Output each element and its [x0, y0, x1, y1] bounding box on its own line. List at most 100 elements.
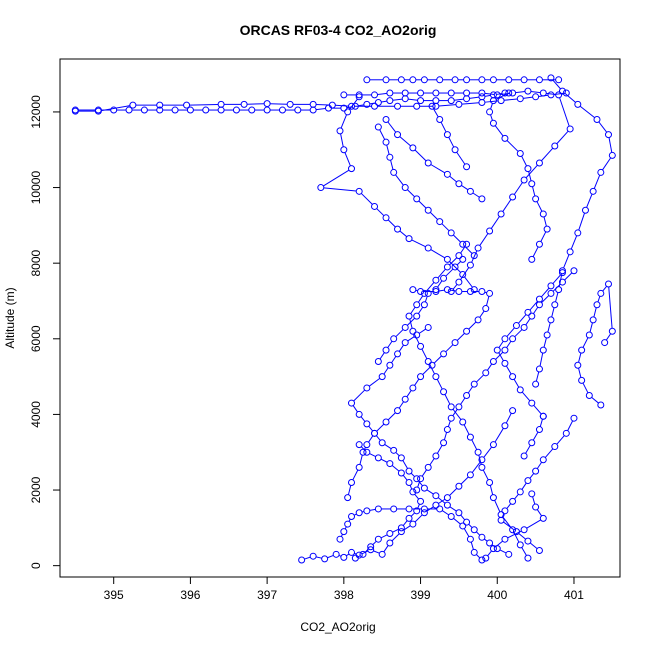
series-segment	[421, 469, 427, 477]
data-point	[608, 327, 616, 335]
data-point	[447, 97, 455, 105]
data-point	[424, 206, 432, 214]
data-point	[340, 528, 348, 536]
series-segment	[360, 193, 373, 205]
series-segment	[597, 296, 601, 303]
series-segment	[406, 390, 412, 398]
data-point	[486, 108, 494, 116]
data-series	[344, 286, 494, 502]
data-point	[524, 165, 532, 173]
series-segment	[593, 307, 597, 318]
data-point	[405, 505, 413, 513]
series-segment	[578, 368, 582, 378]
data-point	[509, 193, 517, 201]
series-segment	[392, 98, 403, 101]
data-point	[470, 380, 478, 388]
data-point	[509, 89, 517, 97]
series-segment	[443, 432, 448, 441]
series-segment	[490, 216, 500, 229]
series-segment	[422, 367, 431, 375]
data-point	[386, 361, 394, 369]
series-segment	[323, 169, 350, 187]
data-point	[547, 289, 555, 297]
series-segment	[521, 547, 527, 556]
series-segment	[513, 182, 523, 195]
data-point	[386, 97, 394, 105]
data-point	[478, 533, 486, 541]
data-point	[405, 312, 413, 320]
data-point	[420, 301, 428, 309]
series-segment	[429, 363, 435, 375]
data-point	[524, 87, 532, 95]
series-segment	[349, 98, 358, 110]
y-tick-label: 10000	[29, 171, 43, 205]
data-point	[409, 520, 417, 528]
x-tick-label: 400	[487, 588, 507, 602]
data-point	[390, 505, 398, 513]
series-segment	[399, 136, 411, 147]
series-segment	[495, 540, 503, 548]
data-point	[528, 399, 536, 407]
data-point	[363, 76, 371, 84]
series-segment	[247, 103, 265, 105]
data-point	[401, 395, 409, 403]
data-point	[382, 76, 390, 84]
series-segment	[476, 374, 484, 383]
series-segment	[438, 289, 445, 292]
series-segment	[484, 94, 491, 97]
data-point	[436, 505, 444, 513]
series-segment	[456, 332, 465, 341]
series-segment	[482, 469, 489, 481]
data-point	[397, 76, 405, 84]
series-segment	[398, 401, 404, 409]
series-segment	[353, 389, 366, 402]
data-point	[363, 384, 371, 392]
data-point	[459, 240, 467, 248]
data-point	[520, 323, 528, 331]
x-tick-label: 395	[104, 588, 124, 602]
data-point	[382, 214, 390, 222]
data-series	[374, 255, 467, 365]
data-point	[263, 106, 271, 114]
series-segment	[469, 96, 480, 99]
series-segment	[472, 192, 480, 198]
series-segment	[471, 461, 481, 473]
data-point	[374, 123, 382, 131]
data-point	[570, 414, 578, 422]
data-point	[382, 346, 390, 354]
data-point	[451, 146, 459, 154]
data-point	[501, 359, 509, 367]
series-segment	[316, 108, 326, 111]
series-segment	[525, 318, 531, 326]
series-segment	[460, 246, 466, 254]
data-point	[463, 89, 471, 97]
data-point	[94, 107, 102, 115]
series-segment	[552, 79, 561, 90]
series-segment	[398, 344, 404, 352]
data-point	[597, 168, 605, 176]
data-point	[558, 278, 566, 286]
series-segment	[544, 448, 554, 458]
data-point	[447, 403, 455, 411]
data-point	[394, 131, 402, 139]
data-point	[516, 95, 524, 103]
data-point	[535, 301, 543, 309]
series-segment	[433, 108, 439, 118]
series-segment	[437, 280, 443, 288]
data-point	[447, 414, 455, 422]
series-segment	[373, 550, 380, 554]
data-point	[478, 288, 486, 296]
data-point	[551, 443, 559, 451]
series-segment	[536, 461, 543, 469]
series-layer	[71, 74, 616, 564]
series-segment	[500, 92, 510, 96]
series-segment	[525, 445, 531, 454]
series-segment	[490, 103, 493, 110]
series-segment	[529, 473, 535, 479]
data-point	[397, 528, 405, 536]
data-point	[489, 76, 497, 84]
data-point	[355, 93, 363, 101]
series-segment	[409, 318, 413, 329]
data-point	[532, 380, 540, 388]
